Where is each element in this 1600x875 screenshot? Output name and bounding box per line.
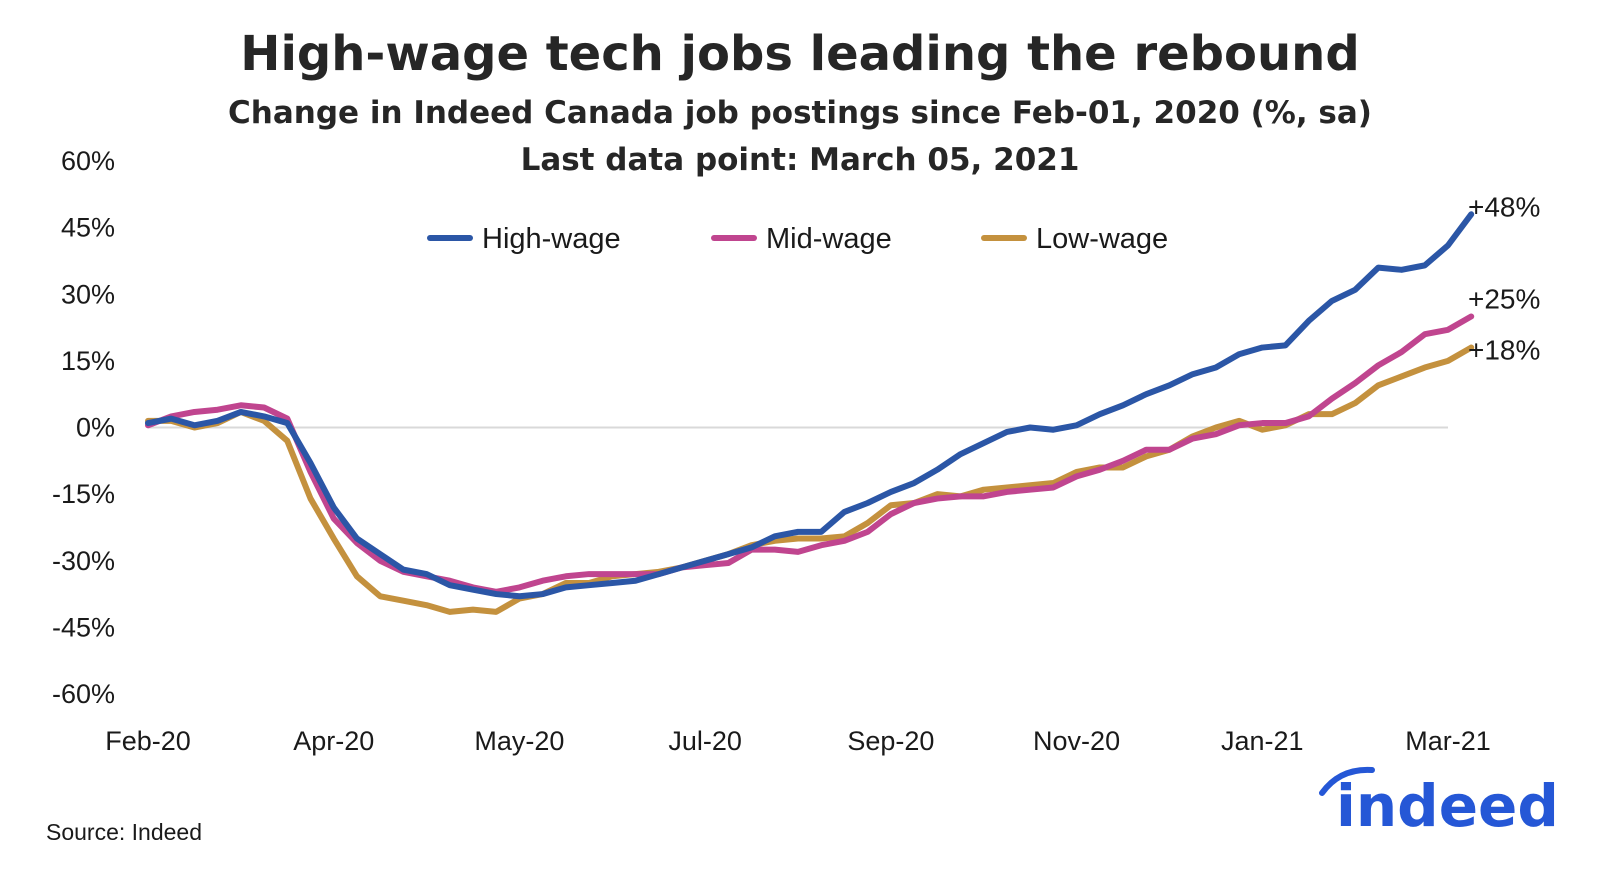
indeed-logo: indeed: [1322, 770, 1559, 840]
legend-label-mid-wage: Mid-wage: [766, 223, 892, 255]
end-labels: +48% +25% +18%: [1468, 191, 1540, 365]
x-axis: Feb-20 Apr-20 May-20 Jul-20 Sep-20 Nov-20 Jan-…: [105, 726, 1491, 756]
series-lines: [148, 214, 1471, 612]
end-label-low-wage: +18%: [1468, 335, 1540, 366]
x-tick-label: Nov-20: [1033, 726, 1120, 756]
source-note: Source: Indeed: [46, 819, 202, 845]
y-tick-label: -45%: [52, 612, 115, 642]
y-tick-label: 0%: [76, 413, 115, 443]
x-tick-label: May-20: [474, 726, 564, 756]
legend: High-wage Mid-wage Low-wage: [430, 223, 1168, 255]
y-tick-label: 60%: [61, 146, 115, 176]
x-tick-label: Apr-20: [293, 726, 374, 756]
y-tick-label: 45%: [61, 213, 115, 243]
y-axis: 60% 45% 30% 15% 0% -15% -30% -45% -60%: [52, 146, 115, 709]
chart-title: High-wage tech jobs leading the rebound: [240, 26, 1359, 82]
line-chart: High-wage tech jobs leading the rebound …: [0, 0, 1600, 875]
x-tick-label: Sep-20: [847, 726, 934, 756]
series-line-low-wage: [148, 348, 1471, 612]
x-tick-label: Feb-20: [105, 726, 191, 756]
x-tick-label: Mar-21: [1405, 726, 1491, 756]
end-label-mid-wage: +25%: [1468, 283, 1540, 314]
series-line-mid-wage: [148, 316, 1471, 591]
y-tick-label: -30%: [52, 546, 115, 576]
x-tick-label: Jan-21: [1221, 726, 1304, 756]
legend-label-low-wage: Low-wage: [1036, 223, 1168, 255]
logo-text: indeed: [1336, 772, 1559, 840]
end-label-high-wage: +48%: [1468, 191, 1540, 222]
chart-subtitle-last-data-point: Last data point: March 05, 2021: [521, 142, 1080, 178]
x-tick-label: Jul-20: [668, 726, 742, 756]
chart-subtitle: Change in Indeed Canada job postings sin…: [228, 95, 1372, 131]
y-tick-label: 15%: [61, 346, 115, 376]
y-tick-label: -15%: [52, 479, 115, 509]
y-tick-label: -60%: [52, 679, 115, 709]
y-tick-label: 30%: [61, 279, 115, 309]
legend-label-high-wage: High-wage: [482, 223, 621, 255]
